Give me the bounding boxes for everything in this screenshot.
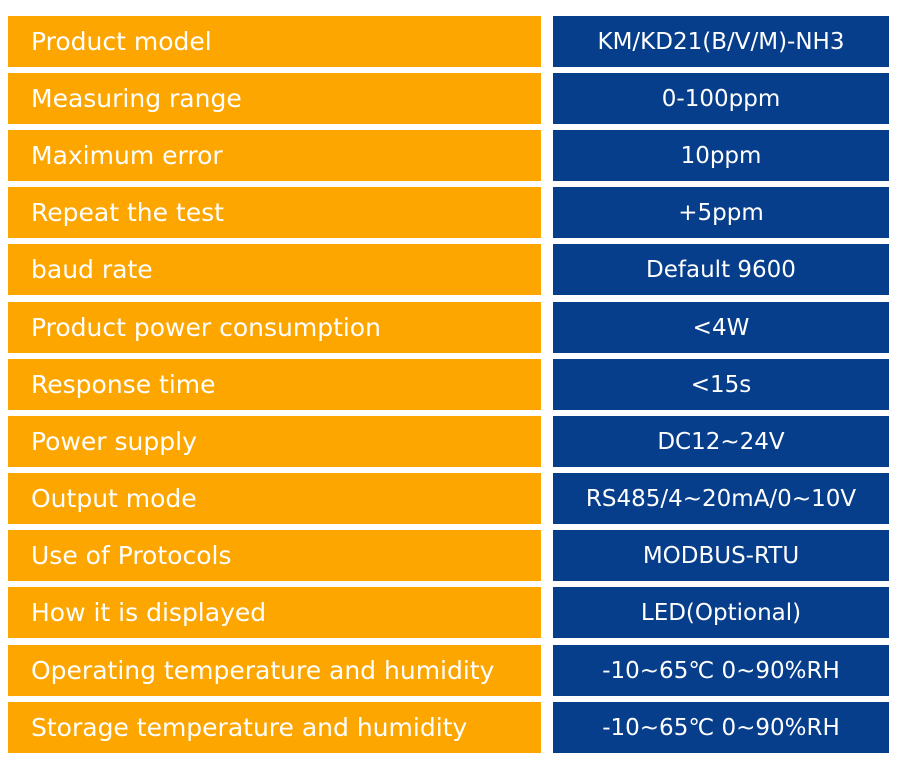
spec-value: +5ppm bbox=[553, 187, 889, 238]
spec-row-protocols: Use of Protocols MODBUS-RTU bbox=[0, 530, 900, 581]
spec-row-display: How it is displayed LED(Optional) bbox=[0, 587, 900, 638]
spec-row-output-mode: Output mode RS485/4~20mA/0~10V bbox=[0, 473, 900, 524]
spec-value: 0-100ppm bbox=[553, 73, 889, 124]
spec-value: DC12~24V bbox=[553, 416, 889, 467]
spec-label: Power supply bbox=[8, 416, 541, 467]
spec-value: RS485/4~20mA/0~10V bbox=[553, 473, 889, 524]
spec-label: baud rate bbox=[8, 244, 541, 295]
spec-value: -10~65℃ 0~90%RH bbox=[553, 702, 889, 753]
spec-label: Product model bbox=[8, 16, 541, 67]
spec-label: Output mode bbox=[8, 473, 541, 524]
spec-value: <15s bbox=[553, 359, 889, 410]
spec-row-repeat-test: Repeat the test +5ppm bbox=[0, 187, 900, 238]
spec-label: Maximum error bbox=[8, 130, 541, 181]
spec-row-response-time: Response time <15s bbox=[0, 359, 900, 410]
spec-label: Repeat the test bbox=[8, 187, 541, 238]
spec-row-power-supply: Power supply DC12~24V bbox=[0, 416, 900, 467]
spec-label: Operating temperature and humidity bbox=[8, 645, 541, 696]
spec-value: KM/KD21(B/V/M)-NH3 bbox=[553, 16, 889, 67]
spec-label: Use of Protocols bbox=[8, 530, 541, 581]
spec-value: 10ppm bbox=[553, 130, 889, 181]
spec-label: Measuring range bbox=[8, 73, 541, 124]
spec-row-storage-temperature: Storage temperature and humidity -10~65℃… bbox=[0, 702, 900, 753]
spec-row-maximum-error: Maximum error 10ppm bbox=[0, 130, 900, 181]
spec-label: How it is displayed bbox=[8, 587, 541, 638]
spec-row-operating-temperature: Operating temperature and humidity -10~6… bbox=[0, 645, 900, 696]
spec-value: Default 9600 bbox=[553, 244, 889, 295]
spec-row-measuring-range: Measuring range 0-100ppm bbox=[0, 73, 900, 124]
spec-label: Product power consumption bbox=[8, 302, 541, 353]
spec-row-product-model: Product model KM/KD21(B/V/M)-NH3 bbox=[0, 16, 900, 67]
spec-row-baud-rate: baud rate Default 9600 bbox=[0, 244, 900, 295]
spec-value: <4W bbox=[553, 302, 889, 353]
spec-value: -10~65℃ 0~90%RH bbox=[553, 645, 889, 696]
spec-value: MODBUS-RTU bbox=[553, 530, 889, 581]
spec-label: Response time bbox=[8, 359, 541, 410]
spec-label: Storage temperature and humidity bbox=[8, 702, 541, 753]
spec-value: LED(Optional) bbox=[553, 587, 889, 638]
spec-row-power-consumption: Product power consumption <4W bbox=[0, 302, 900, 353]
